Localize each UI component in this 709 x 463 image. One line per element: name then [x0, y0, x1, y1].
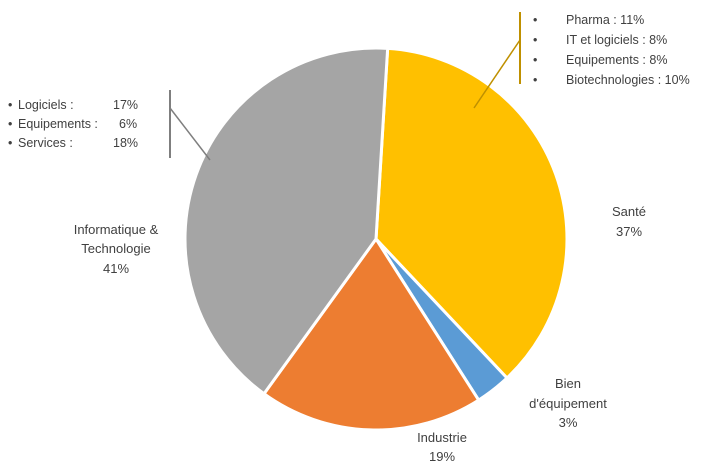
slice-label-value: 3%: [559, 415, 578, 430]
annotation-info-list: • Logiciels : 17% • Equipements : 6% • S…: [8, 98, 138, 150]
pie-slice: [183, 46, 390, 396]
annotation-item: IT et logiciels : 8%: [566, 33, 667, 47]
pie-slice: [262, 237, 481, 432]
annotation-item: Equipements : 8%: [566, 53, 667, 67]
slice-label-info: Informatique & Technologie 41%: [74, 222, 159, 276]
annotation-sante-list: • Pharma : 11% • IT et logiciels : 8% • …: [533, 13, 690, 87]
annotation-item: Pharma : 11%: [566, 13, 644, 27]
bullet: •: [8, 98, 12, 112]
annotation-item-name: Services :: [18, 136, 73, 150]
bullet: •: [8, 136, 12, 150]
pie-slices: [183, 46, 569, 432]
annotation-item-name: Equipements :: [18, 117, 98, 131]
bullet: •: [533, 13, 537, 27]
annotation-item-value: 18%: [113, 136, 138, 150]
slice-label-industrie: Industrie 19%: [417, 430, 467, 463]
bullet: •: [533, 33, 537, 47]
info-leader-line: [169, 107, 211, 161]
annotation-info-leader: [169, 90, 211, 161]
slice-label-value: 37%: [616, 224, 642, 239]
sante-leader-line: [473, 39, 521, 109]
slice-label-bien: Bien d'équipement 3%: [529, 376, 607, 430]
slice-label-value: 19%: [429, 449, 455, 463]
annotation-item-value: 17%: [113, 98, 138, 112]
annotation-item-value: 6%: [119, 117, 137, 131]
slice-label-sante: Santé 37%: [612, 204, 646, 239]
slice-label-value: 41%: [103, 261, 129, 276]
slice-label-name: d'équipement: [529, 396, 607, 411]
slice-label-name: Technologie: [81, 241, 150, 256]
annotation-item-name: Logiciels :: [18, 98, 74, 112]
slice-label-name: Santé: [612, 204, 646, 219]
bullet: •: [8, 117, 12, 131]
annotation-santé-leader: [473, 12, 521, 109]
annotation-item: Biotechnologies : 10%: [566, 73, 690, 87]
slice-label-name: Industrie: [417, 430, 467, 445]
pie-slice: [374, 46, 569, 380]
bullet: •: [533, 53, 537, 67]
bullet: •: [533, 73, 537, 87]
slice-label-name: Informatique &: [74, 222, 159, 237]
slice-label-name: Bien: [555, 376, 581, 391]
